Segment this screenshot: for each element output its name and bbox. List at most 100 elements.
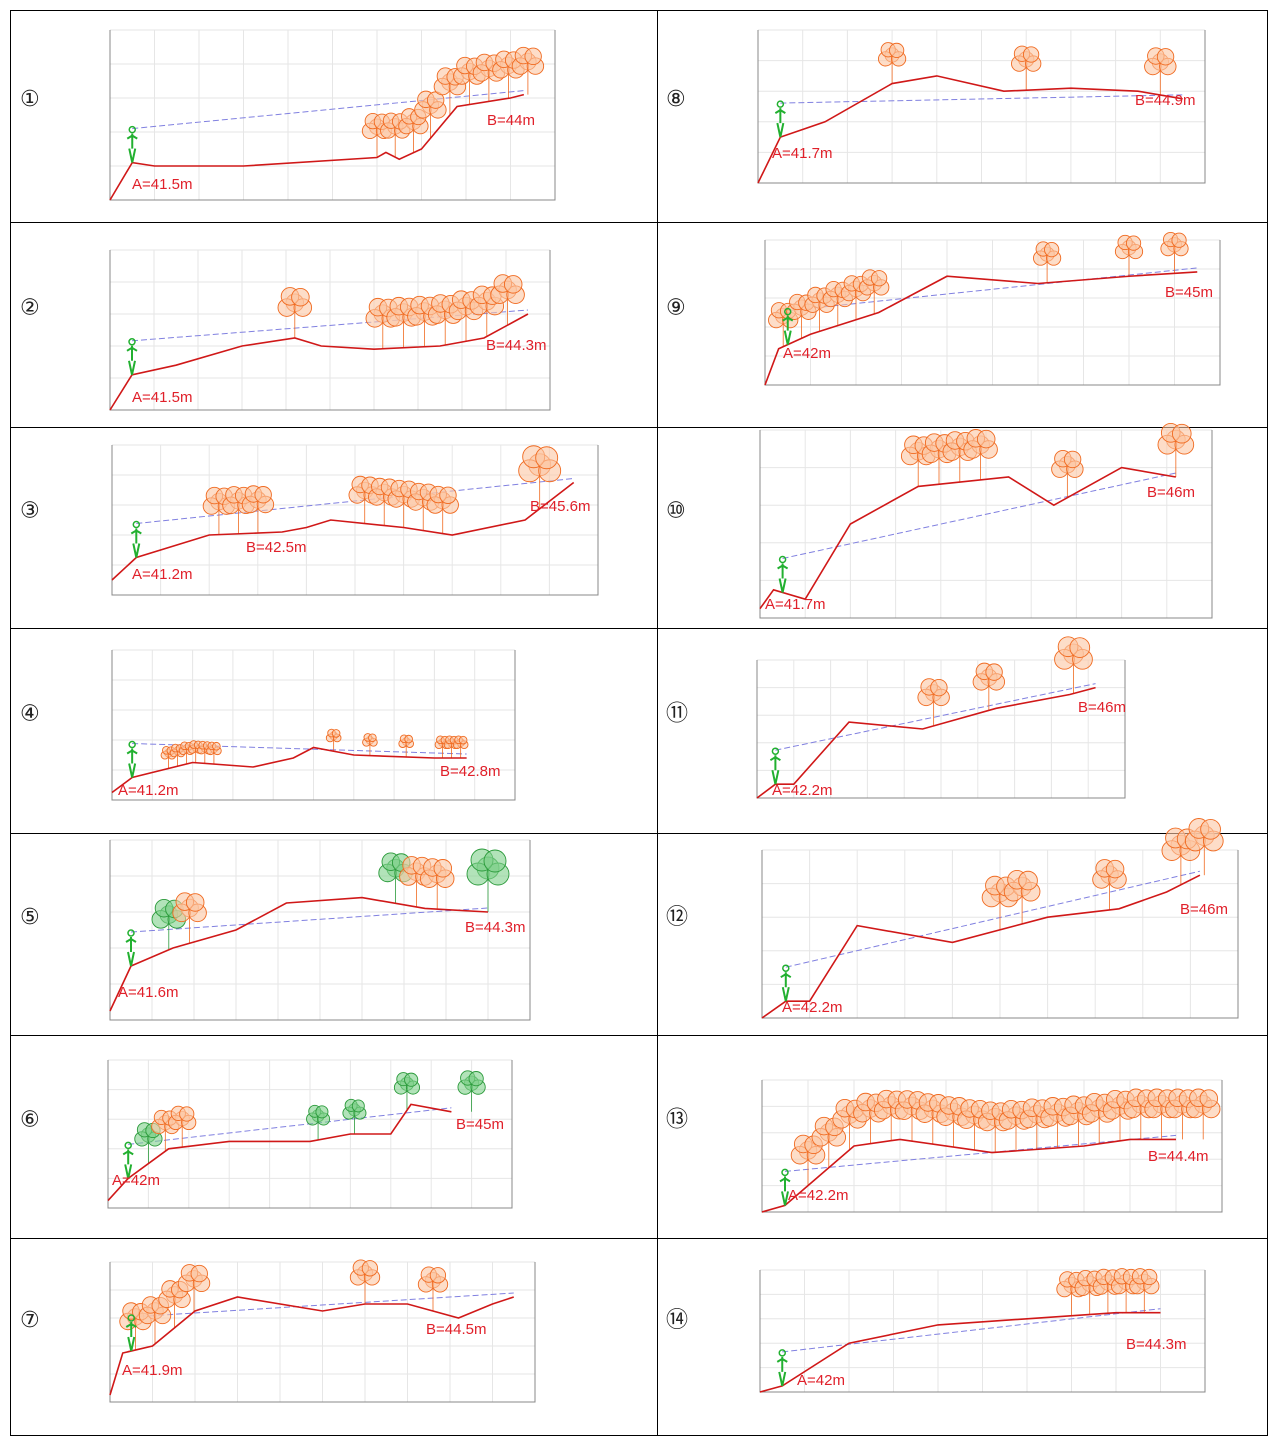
elevation-label: B=45.6m [530,498,590,515]
observer-head [776,100,785,108]
panel-number: ① [20,87,40,112]
terrain-profile [111,481,575,581]
elevation-label: A=41.2m [118,782,178,799]
tree-canopy [429,1267,447,1284]
tree-canopy [291,287,310,307]
sight-line [775,683,1096,751]
tree-canopy [1125,235,1142,251]
tree-canopy [1156,48,1175,66]
elevation-label: B=42.5m [246,539,306,556]
axis [109,1262,536,1403]
terrain-profile [109,896,489,1012]
axis [111,650,516,801]
observer-head [771,747,780,755]
elevation-label: A=41.2m [132,566,192,583]
terrain-profile [759,466,1176,610]
tree-canopy [212,741,221,751]
terrain-profile [761,1138,1176,1213]
axis [107,1060,513,1209]
elevation-label: B=44.3m [486,337,546,354]
terrain-profile [109,313,529,411]
terrain-profile [764,271,1198,386]
sight-line [782,1308,1161,1353]
observer-head [781,1168,789,1177]
axis [761,1080,1223,1213]
observer-head [128,125,136,134]
observer-head [782,964,790,972]
elevation-label: A=41.7m [772,145,832,162]
observer-head [132,520,141,529]
tree-canopy [1022,46,1040,63]
observer [779,1176,791,1206]
elevation-label: A=42.2m [782,999,842,1016]
tree-canopy [870,270,888,287]
elevation-label: B=46m [1147,484,1195,501]
elevation-label: A=41.5m [132,389,192,406]
tree-canopy [976,429,996,449]
tree-canopy [351,1099,365,1113]
elevation-label: B=45m [1165,284,1213,301]
panel: ⑤ A=41.6m B=44.3m [20,839,531,1021]
axis [109,250,551,411]
elevation-label: A=41.6m [118,984,178,1001]
tree-canopy [315,1105,329,1119]
observer [126,345,138,376]
tree-canopy [1199,1089,1219,1108]
elevation-label: B=44.3m [1126,1336,1186,1353]
elevation-label: B=44.9m [1135,92,1195,109]
observer-head [127,1314,135,1322]
panel: ⑪ A=42.2m B=46m [666,636,1126,799]
tree-canopy [524,47,542,66]
panel: ② A=41.5m B=44.3m [20,249,551,411]
observer-head [128,338,136,346]
terrain-profile [761,874,1201,1019]
tree-canopy [1200,818,1221,840]
elevation-label: B=44m [487,112,535,129]
tree-canopy [179,1106,195,1122]
axis [109,840,531,1021]
panel-number: ⑭ [666,1308,688,1333]
tree-canopy [889,42,905,59]
panel: ⑨ A=42m B=45m [666,231,1221,386]
tree-canopy [254,486,272,504]
tree-canopy [503,275,523,294]
tree-canopy [985,663,1003,681]
tree-canopy [361,1260,379,1277]
panel-number: ⑪ [666,702,688,727]
panel: ⑬ A=42.2m B=44.4m [666,1079,1223,1213]
observer-head [124,1141,132,1150]
tree-canopy [439,486,457,504]
observer [777,563,789,593]
panel: ⑥ A=42m B=45m [20,1059,513,1209]
terrain-profile [756,686,1096,799]
terrain-profile [107,1103,452,1202]
elevation-label: B=46m [1078,699,1126,716]
tree-canopy [458,735,468,745]
elevation-label: A=42m [783,345,831,362]
tree-canopy [404,1072,419,1087]
observer [130,528,142,558]
tree-canopy [468,1071,484,1087]
panel-number: ⑤ [20,905,40,930]
elevation-label: A=41.9m [122,1362,182,1379]
elevation-label: A=41.7m [765,596,825,613]
observer [780,972,792,1002]
panel: ① A=41.5m B=44m [20,29,556,201]
axis [111,445,599,596]
elevation-label: B=44.5m [426,1321,486,1338]
elevation-label: A=42m [797,1372,845,1389]
terrain-profile [109,93,525,201]
observer-head [784,307,792,316]
elevation-label: A=42.2m [772,782,832,799]
tree-canopy [1044,242,1060,258]
tree-canopy [1171,232,1187,248]
sight-line [131,1292,514,1318]
tree-canopy [1105,859,1125,879]
observer [769,755,781,785]
tree-canopy [1141,1268,1158,1286]
observer-head [127,929,135,937]
elevation-label: B=45m [456,1116,504,1133]
panel: ⑦ A=41.9m B=44.5m [20,1259,536,1403]
observer [126,748,138,778]
table-borders [10,10,1268,1436]
